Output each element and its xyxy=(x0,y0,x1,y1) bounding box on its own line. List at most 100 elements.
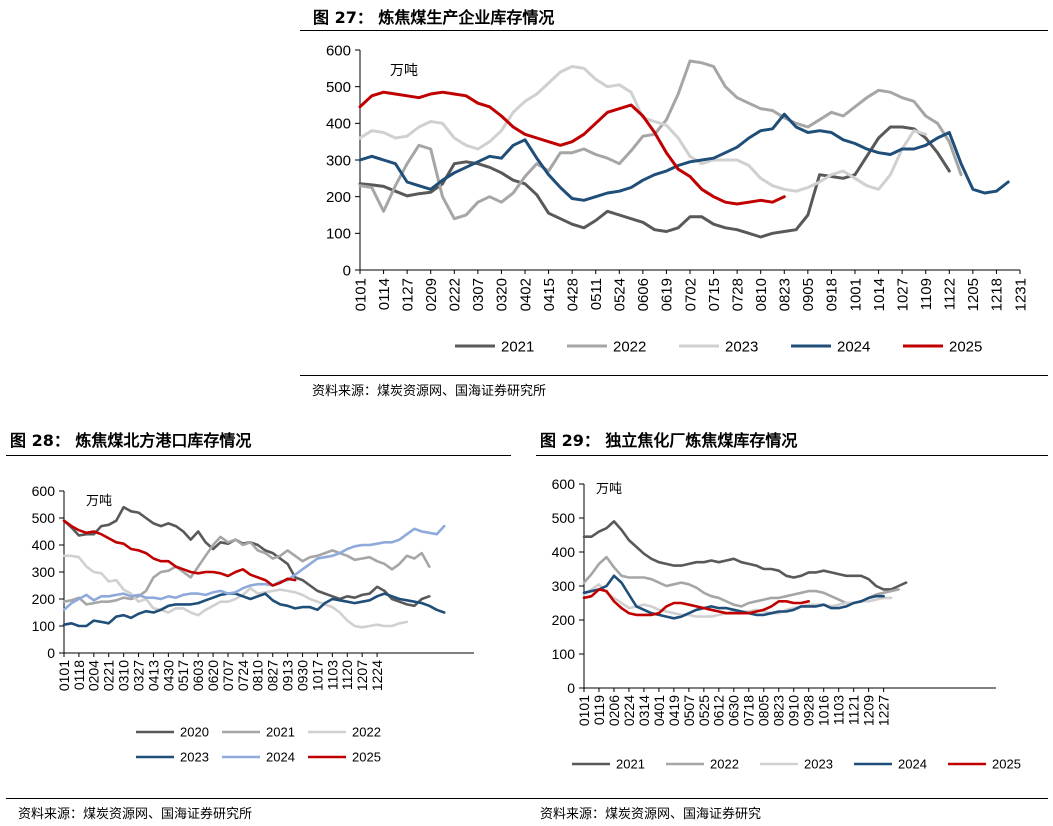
fig28-series-2024 xyxy=(62,524,446,612)
fig27-xtick-label: 1109 xyxy=(918,278,935,310)
fig29-xtick-label: 0119 xyxy=(591,695,607,725)
fig27-ytick-label: 400 xyxy=(326,116,351,133)
fig27-xtick-label: 0307 xyxy=(470,278,487,311)
fig28-xtick-label: 0913 xyxy=(280,660,296,691)
fig27-unit-label: 万吨 xyxy=(390,63,418,79)
fig29-xtick-label: 0507 xyxy=(681,695,697,726)
fig28-legend-label-2024: 2024 xyxy=(266,750,295,765)
fig28-xtick-label: 1103 xyxy=(324,660,340,690)
fig27-series-2025 xyxy=(358,90,786,206)
fig29-legend-label-2025: 2025 xyxy=(992,757,1021,772)
fig29-title: 图 29： 独立焦化厂炼焦煤库存情况 xyxy=(540,431,798,450)
fig29-xtick-label: 1121 xyxy=(846,695,862,725)
fig28-chart: 0100200300400500600010101180204022103100… xyxy=(32,483,474,765)
fig28-unit-label: 万吨 xyxy=(86,494,112,509)
fig27-xtick-label: 1027 xyxy=(894,278,911,311)
fig27-chart: 0 100 200 300 400 500 600 0101 0114 0127 0209 0222 0… xyxy=(326,42,1029,355)
fig28-xtick-label: 1120 xyxy=(339,660,355,690)
fig27-ytick-label: 100 xyxy=(326,226,351,243)
fig28-xtick-label: 0930 xyxy=(294,660,310,691)
fig27-xtick-label: 0402 xyxy=(517,278,534,311)
fig29-legend-label-2022: 2022 xyxy=(710,757,739,772)
fig29-xtick-label: 1227 xyxy=(876,695,892,726)
fig27-xtick-label: 0606 xyxy=(635,278,652,311)
fig27-top-rule xyxy=(300,30,1048,31)
fig29-ytick-label: 100 xyxy=(552,646,576,662)
fig28-bottom-rule xyxy=(6,798,1048,799)
fig27-xtick-label: 0511 xyxy=(588,278,605,310)
fig27-legend-label-2025: 2025 xyxy=(949,338,982,355)
fig28-ytick-label: 600 xyxy=(32,483,56,499)
fig29-legend-label-2021: 2021 xyxy=(616,757,645,772)
fig27-xtick-label: 1014 xyxy=(871,278,888,311)
fig27-xtick-label: 0823 xyxy=(777,278,794,311)
fig27-title: 图 27： 炼焦煤生产企业库存情况 xyxy=(313,8,555,27)
fig28-ytick-label: 200 xyxy=(32,591,56,607)
fig27-xtick-label: 1231 xyxy=(1012,278,1029,311)
fig28-xtick-label: 0603 xyxy=(190,660,206,691)
fig28-xtick-label: 0101 xyxy=(56,660,72,691)
fig28-xtick-label: 0204 xyxy=(86,660,102,691)
fig28-ytick-label: 100 xyxy=(32,618,56,634)
fig29-xtick-label: 0910 xyxy=(786,695,802,726)
fig27-legend-label-2023: 2023 xyxy=(725,338,758,355)
fig29-xtick-label: 1209 xyxy=(861,695,877,726)
fig28-xtick-label: 0707 xyxy=(220,660,236,691)
fig28-ytick-label: 500 xyxy=(32,510,56,526)
fig29-xtick-label: 1016 xyxy=(816,695,832,726)
fig28-xtick-label: 0620 xyxy=(205,660,221,691)
fig28-source: 资料来源：煤炭资源网、国海证券研究所 xyxy=(18,807,253,822)
fig29-series-2024 xyxy=(582,574,885,620)
fig29-xtick-label: 0101 xyxy=(576,695,592,726)
fig27-xtick-label: 0905 xyxy=(800,278,817,311)
fig29-xtick-label: 0224 xyxy=(621,695,637,726)
fig27-xtick-label: 0101 xyxy=(352,278,369,311)
fig29-ytick-label: 300 xyxy=(552,578,576,594)
fig27-xtick-label: 0810 xyxy=(753,278,770,311)
fig28-series-2022 xyxy=(62,554,409,629)
fig27-series-2024 xyxy=(358,112,1010,202)
fig28-xtick-label: 0827 xyxy=(265,660,281,691)
fig29-xtick-label: 0525 xyxy=(696,695,712,726)
fig27-xtick-label: 0415 xyxy=(541,278,558,311)
fig28-legend-label-2025: 2025 xyxy=(352,750,381,765)
fig29-xtick-label: 0718 xyxy=(741,695,757,726)
fig28-xtick-label: 1224 xyxy=(369,660,385,691)
fig28-ytick-label: 0 xyxy=(47,645,55,661)
fig27-bottom-rule xyxy=(300,375,1048,376)
fig29-xtick-label: 0314 xyxy=(636,695,652,726)
fig27-xtick-label: 0114 xyxy=(376,278,393,310)
fig29-unit-label: 万吨 xyxy=(596,482,622,497)
fig27-xtick-label: 0127 xyxy=(399,278,416,311)
fig29-ytick-label: 400 xyxy=(552,544,576,560)
fig28-xtick-label: 0327 xyxy=(130,660,146,691)
fig28-xtick-label: 0221 xyxy=(101,660,117,691)
fig28-series-2023 xyxy=(62,592,446,628)
fig27-ytick-label: 200 xyxy=(326,189,351,206)
fig29-xtick-label: 1103 xyxy=(831,695,847,725)
fig27-xtick-label: 0524 xyxy=(612,278,629,311)
fig29-ytick-label: 500 xyxy=(552,510,576,526)
fig29-xtick-label: 0805 xyxy=(756,695,772,726)
fig29-xtick-label: 0630 xyxy=(726,695,742,726)
fig27-ytick-label: 500 xyxy=(326,79,351,96)
fig29-xtick-label: 0206 xyxy=(606,695,622,726)
fig29-chart: 0100200300400500600010101190206022403140… xyxy=(552,476,1021,772)
fig28-xtick-label: 0517 xyxy=(175,660,191,691)
fig29-xtick-label: 0823 xyxy=(771,695,787,726)
fig27-xtick-label: 1001 xyxy=(847,278,864,311)
fig28-legend-label-2023: 2023 xyxy=(180,750,209,765)
fig27-xtick-label: 1218 xyxy=(989,278,1006,311)
fig28-legend-label-2020: 2020 xyxy=(180,725,209,740)
fig29-source: 资料来源：煤炭资源网、国海证券研究 xyxy=(540,807,762,822)
fig27-ytick-label: 0 xyxy=(343,262,351,279)
fig28-top-rule xyxy=(6,455,511,456)
fig27-xtick-label: 1122 xyxy=(942,278,959,310)
fig28-legend-label-2022: 2022 xyxy=(352,725,381,740)
fig29-series-2025 xyxy=(582,588,811,617)
fig29-ytick-label: 600 xyxy=(552,476,576,492)
fig27-source: 资料来源：煤炭资源网、国海证券研究所 xyxy=(312,384,547,399)
fig27-xtick-label: 0918 xyxy=(824,278,841,311)
fig28-xtick-label: 0413 xyxy=(145,660,161,691)
fig27-xtick-label: 0320 xyxy=(494,278,511,311)
